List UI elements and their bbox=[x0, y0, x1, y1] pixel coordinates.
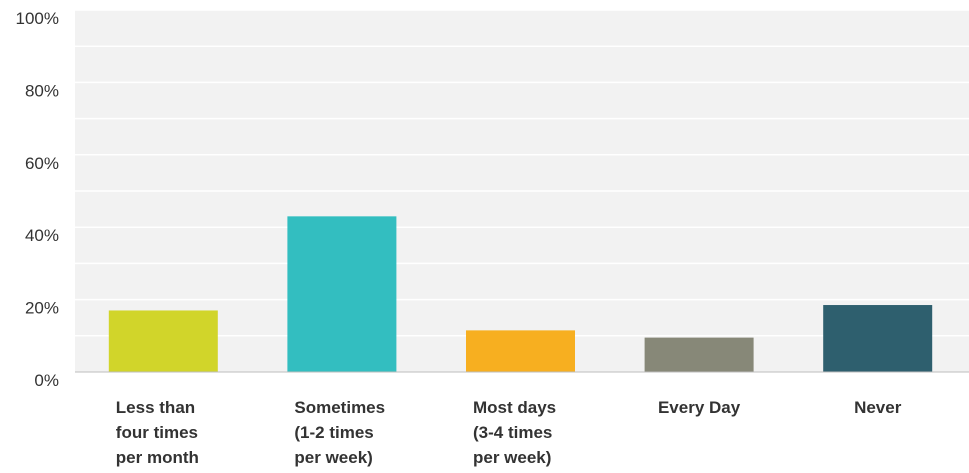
x-tick-label: Every Day bbox=[658, 398, 741, 417]
bar-4[interactable] bbox=[644, 337, 754, 372]
y-tick-label: 60% bbox=[25, 154, 59, 173]
y-tick-label: 40% bbox=[25, 226, 59, 245]
y-tick-label: 20% bbox=[25, 299, 59, 318]
x-tick-label: Sometimes (1-2 times per week) bbox=[294, 398, 385, 467]
bar-2[interactable] bbox=[287, 216, 397, 372]
y-axis-ticks: 0% 20% 40% 60% 80% 100% bbox=[16, 9, 59, 390]
grid-lines bbox=[75, 9, 969, 337]
y-tick-label: 100% bbox=[16, 9, 59, 28]
y-tick-label: 0% bbox=[34, 371, 59, 390]
x-axis-labels: Less than four times per month Sometimes (1-… bbox=[116, 398, 902, 467]
bar-5[interactable] bbox=[823, 305, 933, 372]
x-tick-label: Most days (3-4 times per week) bbox=[473, 398, 556, 467]
bar-3[interactable] bbox=[466, 330, 575, 372]
x-tick-label: Never bbox=[854, 398, 902, 417]
bar-1[interactable] bbox=[108, 310, 218, 372]
y-tick-label: 80% bbox=[25, 81, 59, 100]
bars bbox=[108, 216, 933, 372]
x-tick-label: Less than four times per month bbox=[116, 398, 199, 467]
